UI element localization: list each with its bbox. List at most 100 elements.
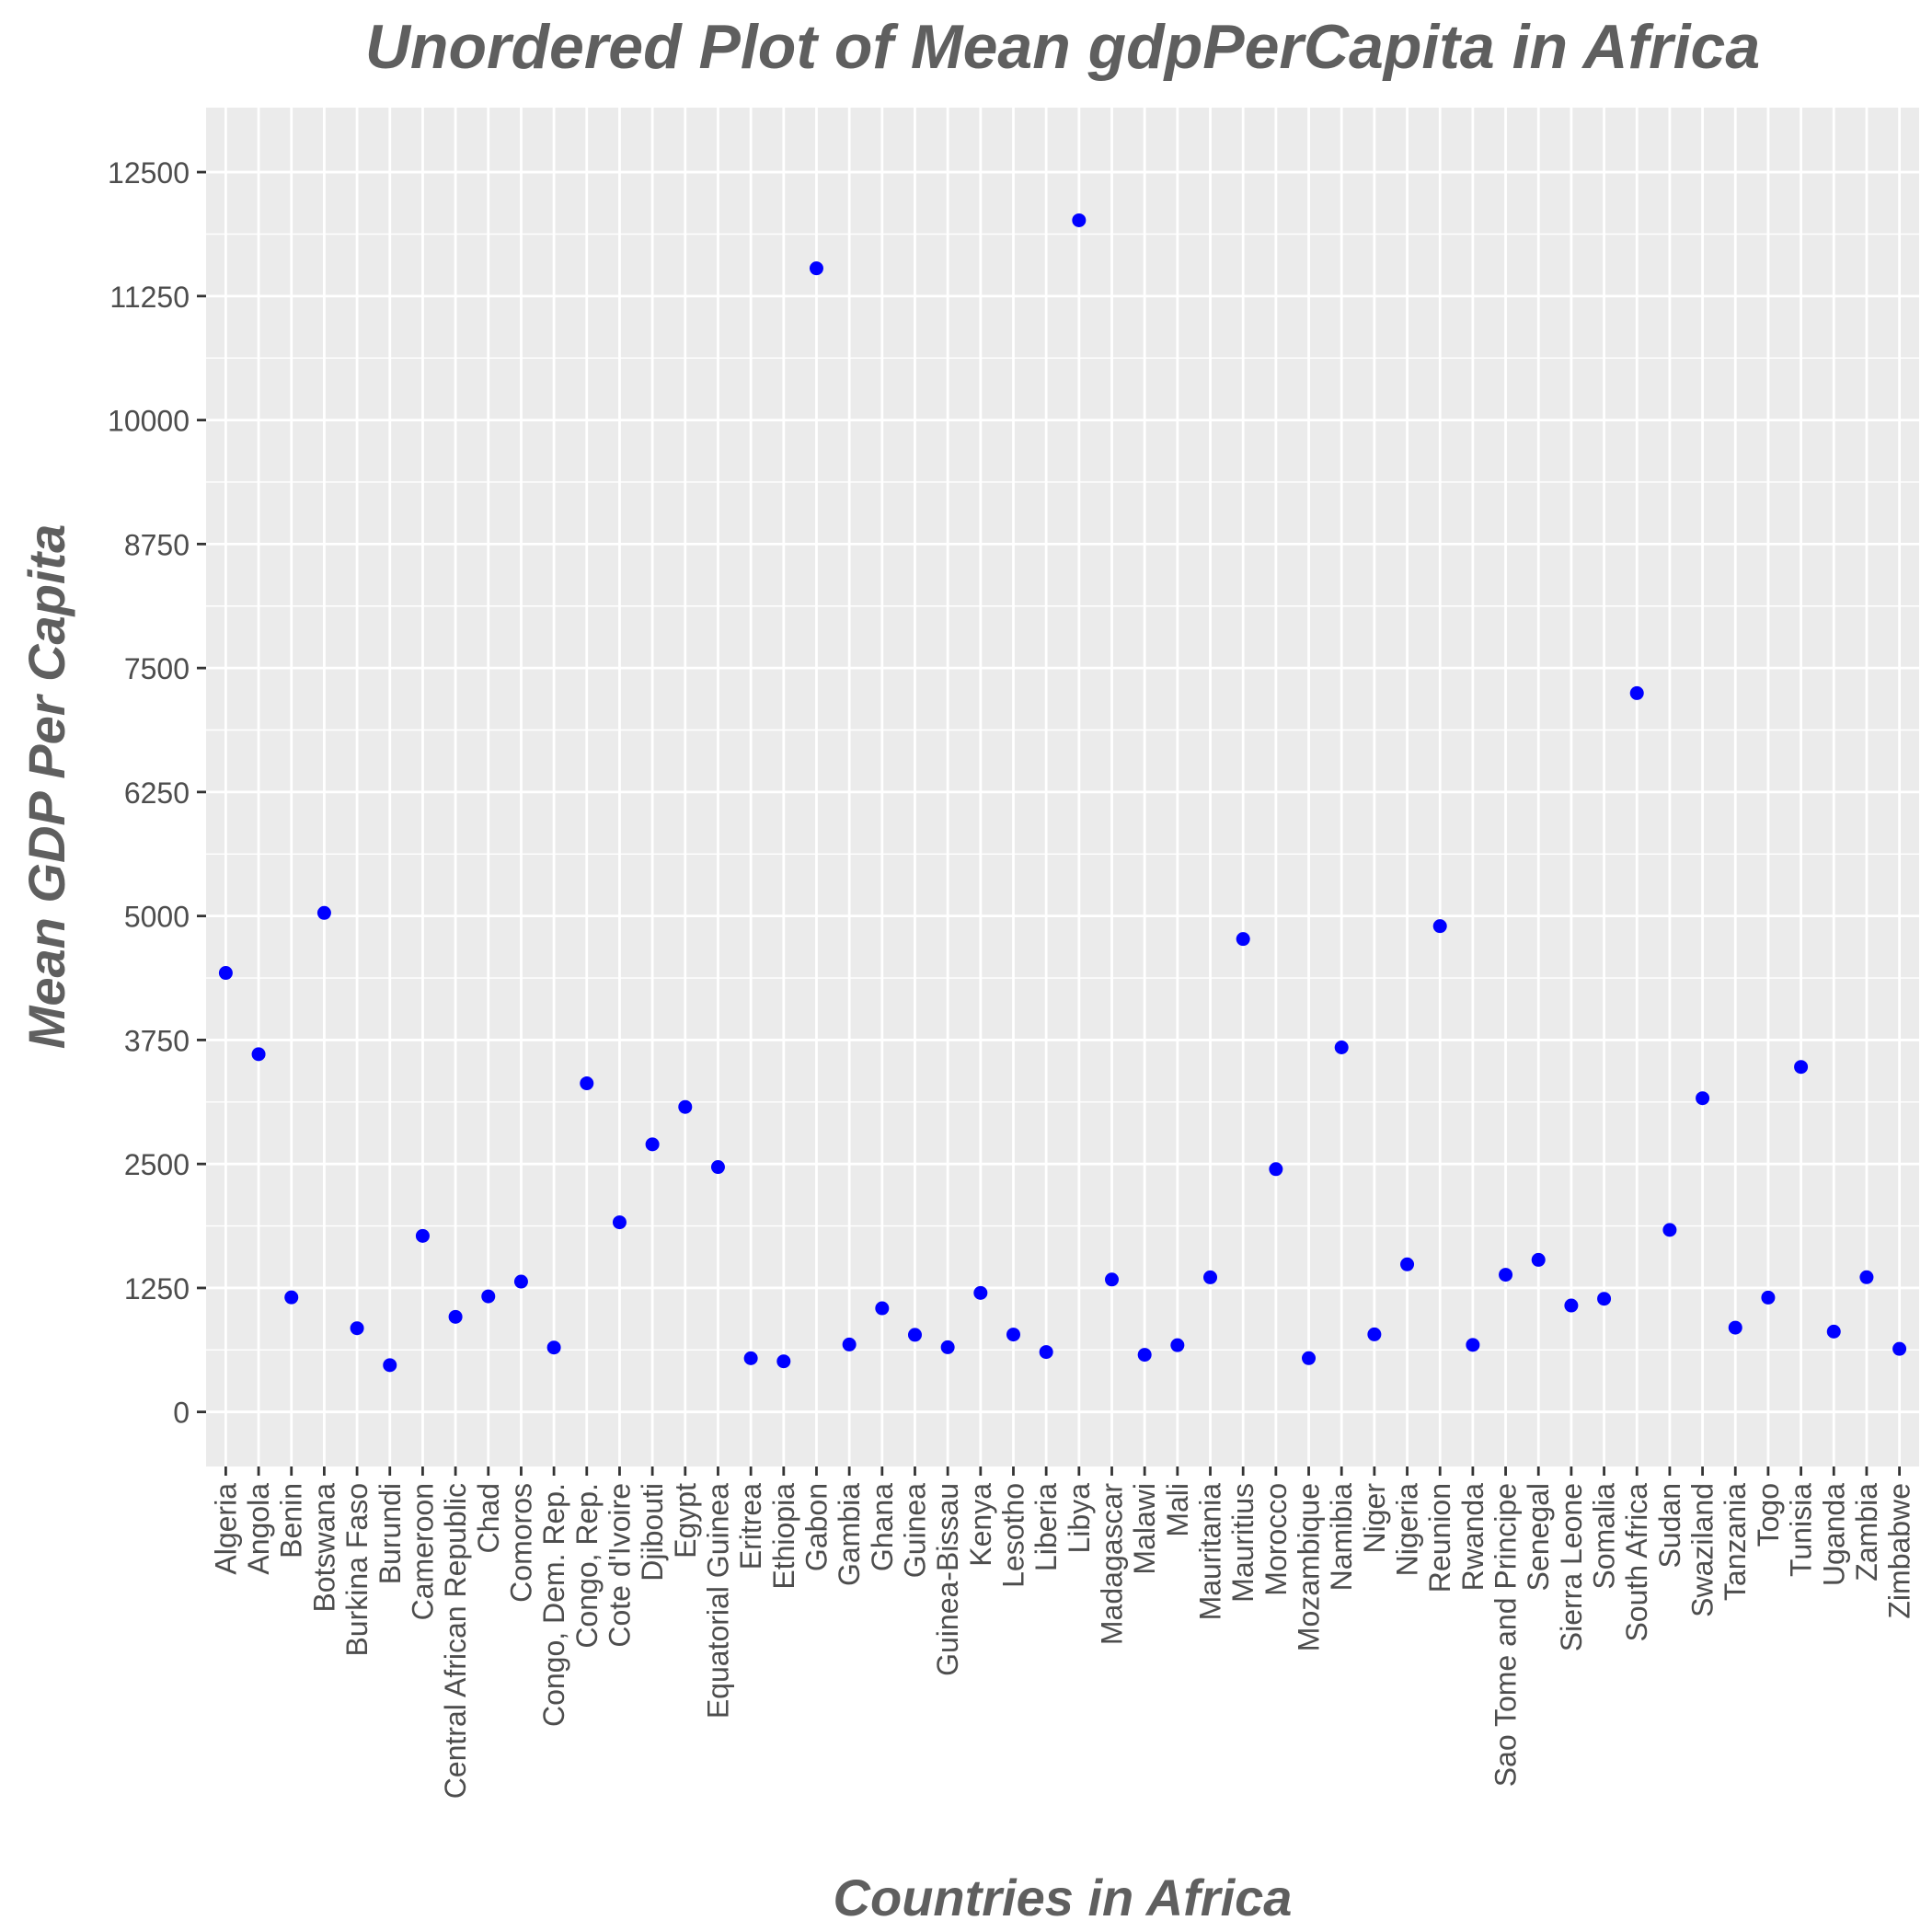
data-point (1892, 1341, 1907, 1356)
data-point (1006, 1328, 1020, 1342)
data-point (383, 1358, 397, 1373)
data-point (1728, 1320, 1742, 1335)
data-point (612, 1215, 627, 1230)
y-tick-label: 6250 (124, 776, 190, 810)
data-point (743, 1351, 758, 1365)
x-tick-label: Guinea (898, 1483, 931, 1578)
data-point (350, 1321, 364, 1336)
x-tick-label: Central African Republic (439, 1483, 472, 1799)
data-point (251, 1047, 266, 1062)
x-tick-label: Liberia (1029, 1483, 1063, 1571)
data-point (218, 966, 233, 981)
data-point (284, 1290, 299, 1305)
data-point (875, 1301, 890, 1316)
x-axis-ticks: Algeria Angola Benin Botswana Burkina Faso Bu… (209, 1466, 1916, 1799)
data-point (1761, 1290, 1776, 1305)
x-tick-label: Senegal (1522, 1483, 1555, 1591)
data-point (1170, 1338, 1185, 1352)
x-tick-label: Nigeria (1391, 1483, 1424, 1577)
data-point (1662, 1223, 1677, 1237)
data-point (1794, 1060, 1809, 1075)
x-tick-label: Kenya (964, 1483, 997, 1567)
x-tick-label: Reunion (1423, 1483, 1456, 1593)
x-tick-label: Benin (275, 1483, 308, 1558)
x-tick-label: Cameroon (406, 1483, 439, 1620)
data-point (1432, 919, 1447, 934)
x-tick-label: Ethiopia (767, 1483, 800, 1590)
data-point (1629, 685, 1644, 700)
x-tick-label: Burkina Faso (340, 1483, 374, 1657)
data-point (1564, 1298, 1579, 1313)
major-gridlines (206, 108, 1919, 1466)
x-tick-label: Chad (472, 1483, 505, 1554)
x-tick-label: Congo, Rep. (570, 1483, 604, 1649)
data-point (809, 261, 823, 276)
data-point (678, 1099, 693, 1114)
x-tick-label: Swaziland (1686, 1483, 1719, 1617)
data-point (1826, 1324, 1841, 1339)
x-tick-label: Madagascar (1096, 1483, 1129, 1645)
x-tick-label: Mozambique (1293, 1483, 1326, 1651)
data-point (1499, 1268, 1513, 1282)
data-points (218, 213, 1907, 1373)
data-point (1367, 1327, 1382, 1341)
x-tick-label: Botswana (307, 1483, 340, 1613)
x-tick-label: Tunisia (1785, 1483, 1818, 1577)
data-point (580, 1076, 594, 1091)
data-point (1236, 932, 1250, 947)
x-tick-label: Ghana (866, 1483, 899, 1571)
x-tick-label: Uganda (1817, 1483, 1850, 1586)
y-tick-label: 0 (173, 1397, 190, 1430)
x-axis-title: Countries in Africa (834, 1869, 1293, 1926)
x-tick-label: Egypt (669, 1483, 702, 1558)
y-tick-label: 3750 (124, 1024, 190, 1057)
data-point (1105, 1272, 1120, 1287)
y-axis-ticks: 0 1250 2500 3750 5000 6250 7500 8750 10000 11250 1… (108, 156, 206, 1430)
data-point (1302, 1351, 1317, 1365)
x-tick-label: South Africa (1620, 1483, 1653, 1642)
data-point (645, 1137, 660, 1152)
data-point (940, 1340, 955, 1354)
x-tick-label: Sierra Leone (1555, 1483, 1588, 1651)
x-tick-label: Angola (242, 1483, 275, 1575)
data-point (1696, 1091, 1710, 1106)
data-point (481, 1289, 496, 1304)
x-tick-label: Morocco (1259, 1483, 1293, 1596)
data-point (1466, 1338, 1480, 1352)
x-tick-label: Zambia (1850, 1483, 1883, 1581)
x-tick-label: Namibia (1325, 1483, 1358, 1592)
data-point (1334, 1041, 1349, 1055)
data-point (316, 905, 331, 920)
x-tick-label: Sao Tome and Principe (1489, 1483, 1523, 1787)
y-tick-label: 12500 (108, 156, 190, 190)
data-point (842, 1337, 857, 1351)
data-point (1072, 213, 1087, 227)
x-tick-label: Gabon (799, 1483, 833, 1571)
data-point (448, 1309, 463, 1324)
x-tick-label: Djibouti (636, 1483, 669, 1581)
chart-title: Unordered Plot of Mean gdpPerCapita in A… (365, 12, 1760, 82)
x-tick-label: Guinea-Bissau (931, 1483, 964, 1676)
data-point (415, 1228, 430, 1243)
x-tick-label: Congo, Dem. Rep. (537, 1483, 570, 1727)
data-point (1597, 1292, 1612, 1306)
x-tick-label: Mauritius (1226, 1483, 1259, 1603)
x-tick-label: Somalia (1588, 1483, 1621, 1590)
x-tick-label: Mali (1161, 1483, 1194, 1537)
y-tick-label: 10000 (108, 405, 190, 438)
data-point (1137, 1348, 1152, 1363)
x-tick-label: Togo (1752, 1483, 1785, 1547)
x-tick-label: Niger (1358, 1483, 1391, 1554)
x-tick-label: Algeria (209, 1483, 242, 1575)
x-tick-label: Sudan (1653, 1483, 1686, 1569)
data-point (1203, 1270, 1218, 1284)
y-tick-label: 1250 (124, 1272, 190, 1305)
x-tick-label: Comoros (504, 1483, 537, 1603)
x-tick-label: Libya (1063, 1483, 1096, 1554)
y-axis-title: Mean GDP Per Capita (17, 524, 75, 1050)
plot-panel (206, 108, 1919, 1466)
data-point (710, 1160, 725, 1175)
y-tick-label: 2500 (124, 1148, 190, 1181)
data-point (546, 1340, 561, 1355)
